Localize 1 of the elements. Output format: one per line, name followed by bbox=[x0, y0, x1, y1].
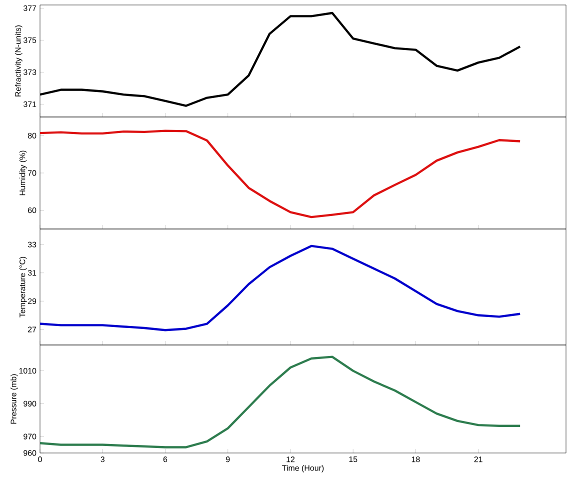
line-series bbox=[40, 130, 522, 218]
